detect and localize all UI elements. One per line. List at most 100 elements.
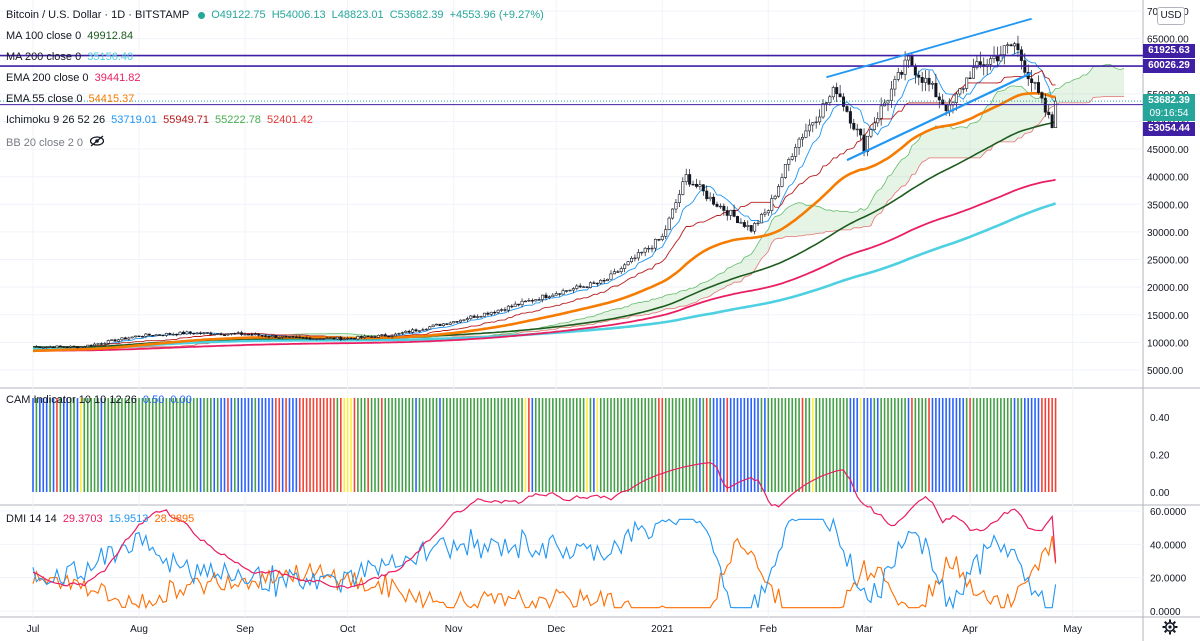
legend-cam-v1: 0.50 [142,394,165,406]
candle-body [889,88,893,101]
candle-body [99,343,103,345]
candle-body [852,122,856,130]
candle-body [45,346,49,349]
candle-body [623,264,627,269]
candle-body [318,338,322,340]
legend-cam-name: CAM Indicator 10 10 12 26 [6,394,137,406]
candle-body [1047,111,1051,115]
legend-ema55[interactable]: EMA 55 close 0 54415.37 [6,93,137,106]
candle-body [435,323,439,326]
candle-body [725,210,729,216]
cam-y-tick: 0.20 [1150,450,1170,461]
candle-body [134,335,138,338]
candle-body [948,104,952,112]
x-tick-label: Mar [855,624,873,635]
candle-body [1043,97,1047,113]
legend-ichimoku-v4: 52401.42 [267,114,313,126]
candle-body [561,290,565,295]
gear-icon[interactable] [1162,619,1178,635]
candle-body [790,156,794,160]
candle-body [1054,100,1058,129]
candle-body [787,159,791,165]
candle-body [797,138,801,148]
legend-bb[interactable]: BB 20 close 2 0 [6,135,108,151]
candle-body [629,257,633,263]
dmi-minus-di-line [32,535,1057,610]
legend-dmi[interactable]: DMI 14 14 29.3703 15.9513 28.3895 [6,513,197,526]
y-tick-label: 20000.00 [1147,283,1189,294]
candle-body [274,335,278,338]
candle-body [544,294,548,298]
candle-body [674,202,678,210]
candle-body [811,122,815,126]
candle-body [1050,114,1054,129]
candle-body [924,77,928,83]
candle-body [571,288,575,291]
legend-ma100[interactable]: MA 100 close 0 49912.84 [6,30,136,43]
cam-y-tick: 0.00 [1150,488,1170,499]
dmi-adx-line [32,462,1057,589]
candle-body [537,299,541,301]
candle-body [794,147,798,157]
candle-body [175,333,179,336]
candle-body [643,247,647,253]
hidden-eye-icon[interactable] [89,135,105,151]
candle-body [89,344,93,347]
candle-body [958,88,962,95]
candle-body [394,333,398,337]
candle-body [335,336,339,340]
candle-body [989,58,993,65]
candle-body [294,336,298,338]
candle-body [585,286,589,288]
candle-body [257,333,261,336]
candle-body [869,129,873,137]
candle-body [346,337,350,340]
candle-body [588,282,592,288]
candle-body [927,77,931,85]
candle-body [144,333,148,337]
candle-body [34,346,38,348]
candle-body [712,196,716,205]
candle-body [301,337,305,339]
candle-body [96,343,100,345]
legend-dmi-name: DMI 14 14 [6,513,57,525]
candle-body [565,290,569,292]
candle-body [192,332,196,335]
ema55-line [32,91,1056,353]
candle-body [342,338,346,341]
candle-body [113,339,117,342]
x-tick-label: Nov [445,624,463,635]
candle-body [349,337,353,340]
candle-body [417,330,421,332]
candle-body [65,346,69,349]
legend-ema200[interactable]: EMA 200 close 0 39441.82 [6,72,144,85]
candle-body [978,61,982,65]
symbol-title[interactable]: Bitcoin / U.S. Dollar · 1D · BITSTAMP [6,9,190,21]
candle-body [117,339,121,342]
candle-body [568,289,572,292]
candle-body [202,332,206,334]
legend-ma200[interactable]: MA 200 close 0 35156.40 [6,51,136,64]
candle-body [907,55,911,61]
x-tick-label: Feb [760,624,778,635]
legend-ichimoku[interactable]: Ichimoku 9 26 52 26 53719.01 55949.71 55… [6,114,316,127]
candle-body [609,273,613,280]
candle-body [732,209,736,217]
legend-ema200-value: 39441.82 [94,72,141,84]
candle-body [209,332,213,335]
candle-body [893,79,897,90]
candle-body [493,311,497,314]
legend-cam-v2: 0.00 [170,394,192,406]
candle-body [315,338,319,340]
x-tick-label: Sep [236,624,254,635]
candle-body [838,93,842,98]
candle-body [448,322,452,325]
candle-body [506,305,510,311]
currency-badge[interactable]: USD [1157,7,1185,25]
candle-body [407,330,411,333]
legend-cam[interactable]: CAM Indicator 10 10 12 26 0.50 0.00 [6,394,195,407]
candle-body [62,346,66,348]
dmi-y-tick: 40.0000 [1150,540,1187,551]
candle-body [807,124,811,132]
